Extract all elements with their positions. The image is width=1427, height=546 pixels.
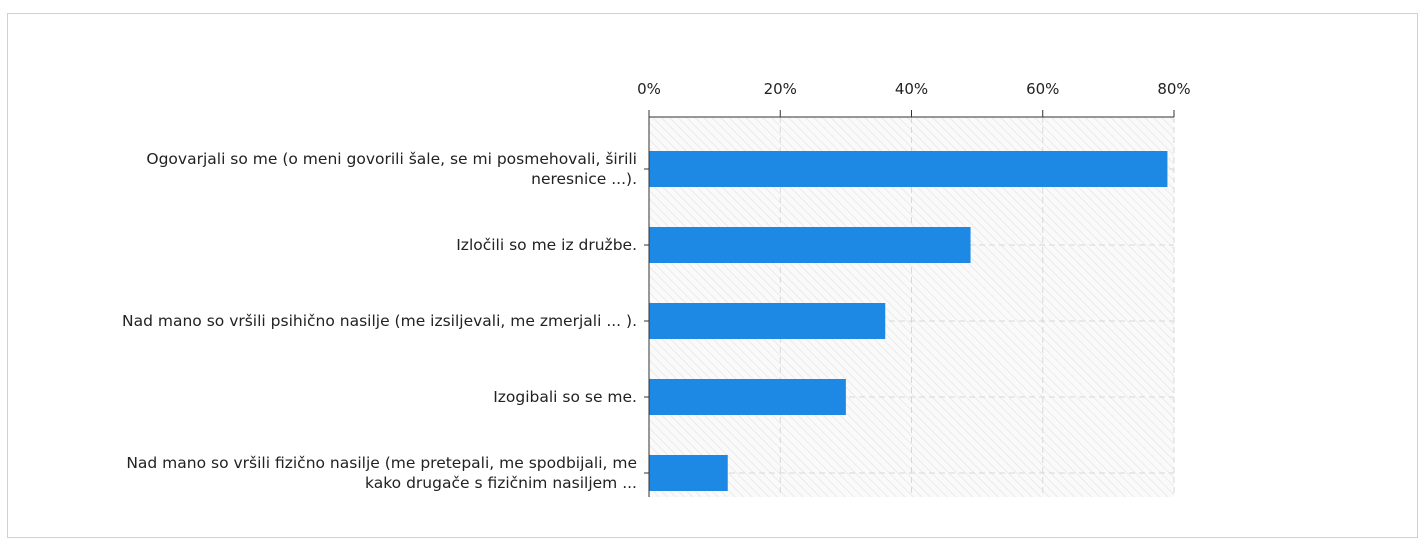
category-text: Izločili so me iz družbe.	[456, 236, 637, 254]
x-tick-label: 20%	[764, 80, 797, 98]
category-label: Ogovarjali so me (o meni govorili šale, …	[97, 131, 637, 207]
bar	[649, 151, 1168, 187]
x-tick-label: 60%	[1026, 80, 1059, 98]
bar	[649, 379, 846, 415]
category-label: Nad mano so vršili psihično nasilje (me …	[97, 283, 637, 359]
category-label: Izločili so me iz družbe.	[97, 207, 637, 283]
category-text: Izogibali so se me.	[493, 388, 637, 406]
chart-frame	[7, 13, 1418, 538]
category-label: Izogibali so se me.	[97, 359, 637, 435]
category-text: Nad mano so vršili fizično nasilje (me p…	[126, 454, 637, 492]
bar	[649, 227, 971, 263]
x-tick-label: 0%	[637, 80, 661, 98]
bar	[649, 455, 728, 491]
category-text: Ogovarjali so me (o meni govorili šale, …	[146, 150, 637, 188]
bar	[649, 303, 886, 339]
x-tick-label: 40%	[895, 80, 928, 98]
x-tick-label: 80%	[1157, 80, 1190, 98]
category-label: Nad mano so vršili fizično nasilje (me p…	[97, 435, 637, 511]
category-text: Nad mano so vršili psihično nasilje (me …	[122, 312, 637, 330]
